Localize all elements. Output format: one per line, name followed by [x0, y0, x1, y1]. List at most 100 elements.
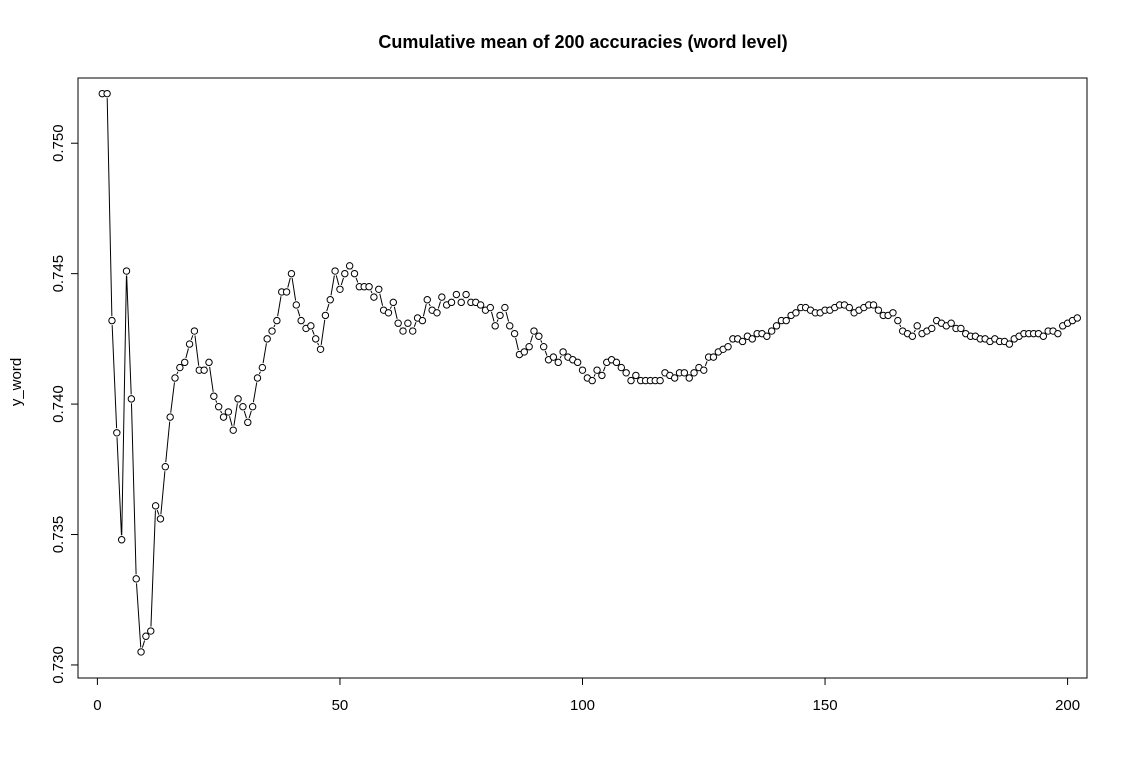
data-point	[510, 329, 519, 338]
y-axis-label: y_word	[8, 358, 25, 406]
y-tick-label: 0.745	[50, 255, 67, 293]
data-point	[894, 316, 902, 325]
data-point	[185, 340, 194, 348]
x-tick-label: 50	[332, 697, 349, 714]
data-point	[578, 366, 587, 374]
data-point	[268, 327, 276, 335]
data-point	[287, 269, 296, 278]
data-point	[399, 327, 407, 335]
data-point	[767, 327, 776, 335]
data-point	[239, 403, 247, 411]
data-point	[928, 324, 936, 333]
data-point	[205, 358, 213, 367]
data-point	[1039, 332, 1048, 340]
data-point	[345, 262, 354, 270]
data-point	[869, 301, 878, 309]
y-axis: 0.730 0.735 0.740 0.745 0.750	[50, 124, 79, 684]
data-point	[530, 327, 538, 335]
data-point	[491, 322, 499, 330]
data-point	[404, 319, 412, 327]
chart-title: Cumulative mean of 200 accuracies (word …	[378, 32, 787, 52]
data-point	[772, 322, 781, 330]
data-point	[612, 358, 621, 367]
data-point	[496, 311, 504, 320]
y-tick-label: 0.735	[50, 516, 67, 554]
data-point	[724, 343, 732, 351]
data-point	[598, 371, 606, 380]
data-point	[782, 316, 790, 325]
data-point	[539, 343, 548, 351]
data-point	[462, 290, 470, 299]
data-point	[452, 290, 461, 299]
x-tick-label: 100	[570, 697, 595, 714]
data-point	[282, 288, 291, 296]
data-point	[248, 403, 257, 411]
data-point	[748, 335, 756, 343]
data-point	[316, 345, 325, 353]
data-point	[845, 303, 853, 312]
data-point	[384, 309, 393, 317]
data-point	[409, 327, 417, 335]
data-point	[171, 374, 179, 382]
data-point	[709, 353, 718, 361]
data-point	[418, 316, 427, 325]
data-point	[132, 575, 140, 583]
data-point	[331, 267, 339, 275]
data-point	[147, 627, 155, 635]
data-point	[176, 363, 184, 372]
data-point	[573, 358, 582, 367]
data-point	[554, 358, 562, 367]
data-point	[559, 348, 567, 356]
data-point	[525, 343, 533, 351]
data-point	[520, 348, 528, 356]
data-point	[680, 369, 689, 377]
data-point	[506, 322, 514, 330]
data-point	[908, 332, 917, 340]
data-point	[307, 322, 315, 330]
data-point	[365, 283, 373, 291]
data-point	[321, 311, 330, 320]
x-tick-label: 200	[1055, 697, 1080, 714]
data-point	[370, 293, 378, 301]
data-point	[1005, 340, 1014, 348]
data-point	[1054, 329, 1062, 338]
data-point	[200, 366, 208, 374]
data-point	[1073, 314, 1082, 322]
data-point	[670, 374, 679, 382]
data-point	[889, 309, 897, 317]
data-point	[700, 366, 708, 374]
data-point	[341, 269, 349, 278]
data-point	[423, 296, 431, 304]
data-point	[137, 648, 145, 656]
series-line	[106, 98, 1061, 648]
y-tick-label: 0.740	[50, 385, 67, 423]
data-point	[190, 327, 199, 335]
data-point	[292, 301, 300, 309]
data-point	[108, 316, 116, 325]
y-tick-label: 0.730	[50, 646, 67, 684]
data-point	[632, 371, 640, 380]
data-point	[326, 296, 334, 304]
data-point	[457, 298, 465, 307]
data-point	[957, 324, 965, 333]
data-point	[312, 335, 320, 343]
data-point	[258, 363, 267, 372]
data-point	[447, 298, 456, 307]
data-point	[627, 376, 635, 385]
data-point	[738, 337, 747, 346]
x-tick-label: 0	[93, 697, 101, 714]
data-point	[161, 463, 170, 471]
data-point	[535, 332, 543, 340]
data-point	[224, 408, 233, 416]
series-group	[98, 89, 1082, 656]
data-point	[350, 269, 359, 278]
data-point	[617, 363, 626, 372]
data-point	[622, 369, 630, 377]
data-point	[142, 632, 150, 640]
data-point	[913, 322, 921, 330]
data-point	[763, 332, 771, 340]
y-tick-label: 0.750	[50, 124, 67, 162]
data-point	[690, 369, 698, 377]
data-point	[273, 316, 281, 325]
data-point	[181, 358, 189, 367]
